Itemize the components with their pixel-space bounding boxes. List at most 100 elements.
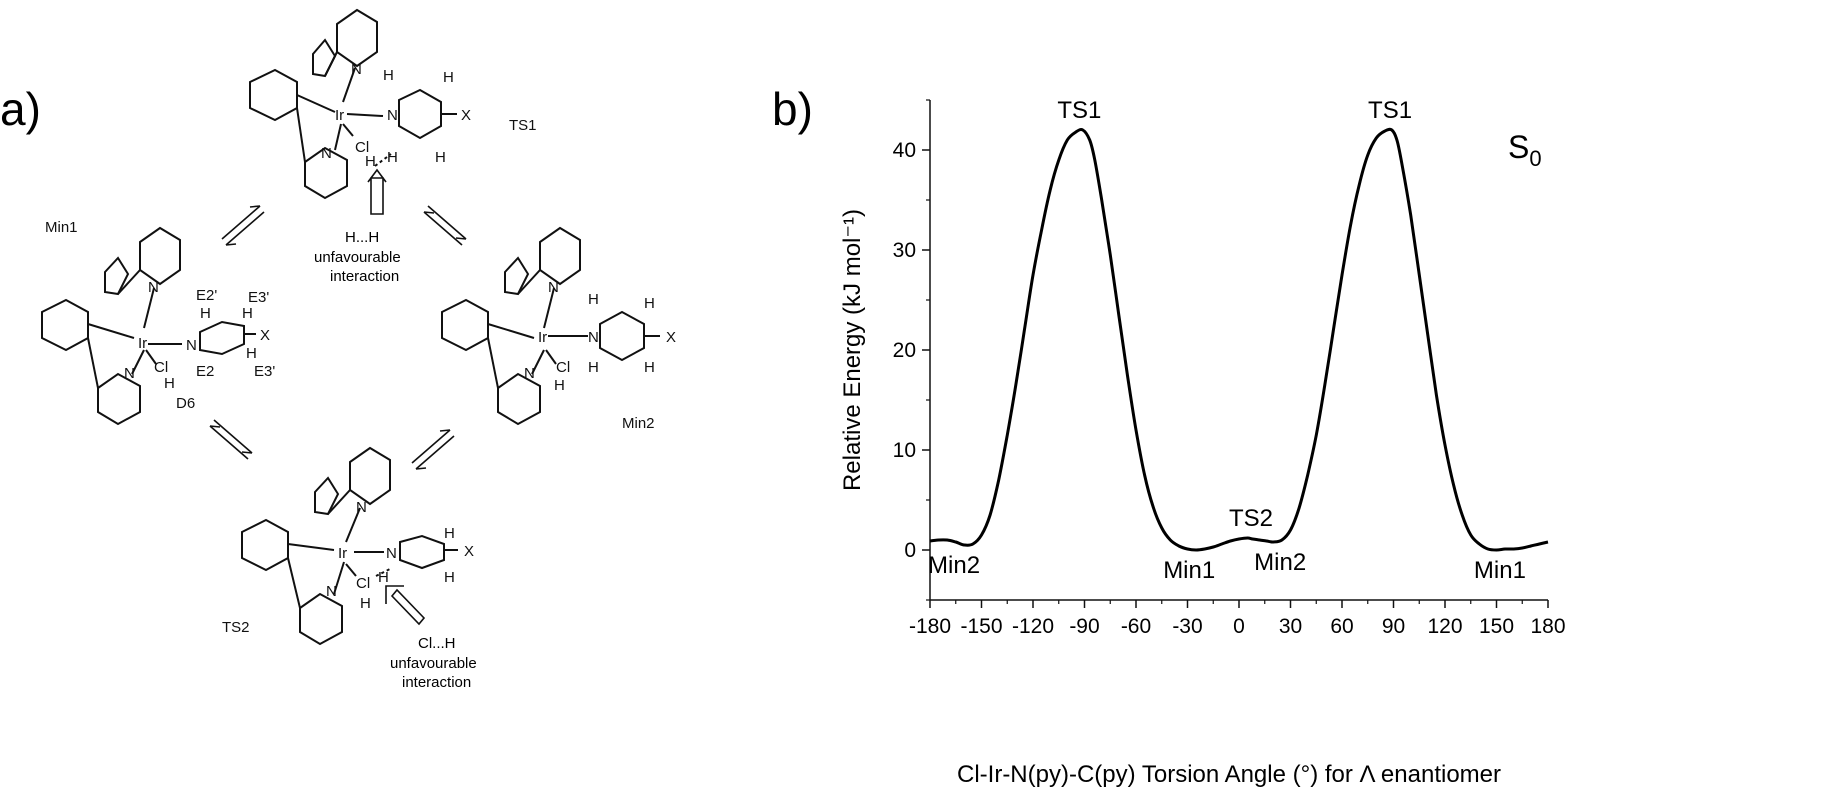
ts2-atom-h1: H [444,525,455,542]
clh-note-line1: Cl...H [418,635,456,652]
point-annotation: Min2 [1254,549,1306,576]
hh-note-line1: H...H [345,229,379,246]
min1-label: Min1 [45,219,78,236]
ts1-atom-n3: N [321,145,332,162]
clh-note: Cl...H unfavourable interaction [385,585,477,691]
ts1-phenyl-left [249,68,298,122]
ts2-atom-cl: Cl [356,575,370,592]
point-annotations: TS1 TS1 TS2 Min2 Min1 Min2 Min1 [928,97,1526,584]
min1-atom-h3: H [246,345,257,362]
ts1-atom-n2: N [387,107,398,124]
y-tick-label: 10 [893,439,916,462]
point-annotation: Min1 [1163,557,1215,584]
panel-b-label: b) [772,83,813,135]
min1-phenyl-left [41,298,89,352]
ts2-pyridine-top [349,446,391,506]
min1-atom-ir: Ir [138,335,147,352]
ts1-atom-h3: H [387,149,398,166]
min1-pyridine-top [139,226,181,286]
clh-note-line2: unfavourable [390,655,477,672]
min2-atom-n2: N [588,329,599,346]
equilibrium-arrow-min1-ts2 [209,419,253,460]
x-axis-title: Cl-Ir-N(py)-C(py) Torsion Angle (°) for … [957,761,1501,788]
state-label-main: S [1508,129,1529,165]
ts1-pyridine-right [398,88,442,140]
min2-atom-n1: N [548,279,559,296]
ts1-atom-x: X [461,107,471,124]
x-tick-label: 90 [1382,615,1405,638]
min1-pyridine-bottom [97,372,141,426]
point-annotation: TS1 [1057,97,1101,124]
min1-label-e2: E2 [196,363,214,380]
ts1-pyridine-top [336,8,378,68]
min2-phenyl-left [441,298,489,352]
min1-label-e3p-bottom: E3' [254,363,275,380]
hh-note: H...H unfavourable interaction [314,168,401,285]
min1-label-e3p-top: E3' [248,289,269,306]
hh-arrow [367,168,387,215]
point-annotation: Min2 [928,552,980,579]
x-tick-label: 120 [1427,615,1462,638]
state-label: S0 [1508,129,1542,171]
ts2-label: TS2 [222,619,250,636]
x-tick-label: 180 [1530,615,1565,638]
ts2-atom-h2: H [444,569,455,586]
x-tick-label: 60 [1330,615,1353,638]
y-tick-label: 40 [893,139,916,162]
energy-chart: 0 10 20 30 40 -180 -150 -120 -90 -60 -30 0 30 60 90 12… [839,97,1566,788]
clh-note-line3: interaction [402,674,471,691]
ts2-atom-n3: N [326,583,337,600]
min2-phenyl-top [504,256,530,296]
min2-pyridine-bottom [497,372,541,426]
min1-atom-n2: N [186,337,197,354]
ts1-atom-n1: N [351,61,362,78]
equilibrium-arrows [209,205,467,470]
min2-atom-ir: Ir [538,329,547,346]
min1-atom-cl: Cl [154,359,168,376]
min2-atom-h3: H [588,359,599,376]
min2-label: Min2 [622,415,655,432]
y-tick-label: 30 [893,239,916,262]
min1-label-d6: D6 [176,395,195,412]
min2-pyridine-right [599,310,645,362]
min1-atom-h4: H [164,375,175,392]
panel-b: b) 0 10 20 30 40 -180 -150 -120 -90 -60 -30 0 30 60 9… [772,83,1566,788]
min1-atom-h1: H [200,305,211,322]
structure-min2: Ir N N N Cl H H H H H X Min2 [441,226,676,432]
ts2-atom-ir: Ir [338,545,347,562]
x-tick-label: -60 [1121,615,1151,638]
panel-a-label: a) [0,83,41,135]
min1-atom-x: X [260,327,270,344]
y-tick-labels: 0 10 20 30 40 [893,139,916,562]
x-tick-label: 0 [1233,615,1245,638]
structure-ts2: Ir N N N Cl H H H H X TS2 [222,446,474,646]
y-tick-label: 20 [893,339,916,362]
ts1-label: TS1 [509,117,537,134]
structure-min1: Ir N N N Cl H H H H X E2' E3' E2 E3' D6 … [41,219,275,426]
x-tick-label: -30 [1172,615,1202,638]
min2-atom-cl: Cl [556,359,570,376]
ts1-atom-cl: Cl [355,139,369,156]
panel-a: a) Ir N [0,8,676,691]
point-annotation: TS2 [1229,505,1273,532]
x-tick-label: -180 [909,615,951,638]
structure-ts1: Ir N N N Cl H H H H H X TS1 [249,8,537,200]
x-tick-label: 30 [1279,615,1302,638]
ts2-atom-h4: H [360,595,371,612]
min1-atom-h2: H [242,305,253,322]
min2-pyridine-top [539,226,581,286]
ts1-phenyl-top [312,38,337,78]
hh-note-line3: interaction [330,268,399,285]
min2-atom-h5: H [554,377,565,394]
ts1-atom-h2: H [443,69,454,86]
series-line-energy [929,127,1549,552]
equilibrium-arrow-ts1-min2 [423,205,467,246]
min2-atom-h2: H [644,295,655,312]
x-tick-label: -90 [1069,615,1099,638]
min2-atom-n3: N [524,365,535,382]
ts1-atom-ir: Ir [335,107,344,124]
ts1-pyridine-bottom [304,146,348,200]
min2-atom-x: X [666,329,676,346]
ts2-phenyl-left [241,518,289,572]
